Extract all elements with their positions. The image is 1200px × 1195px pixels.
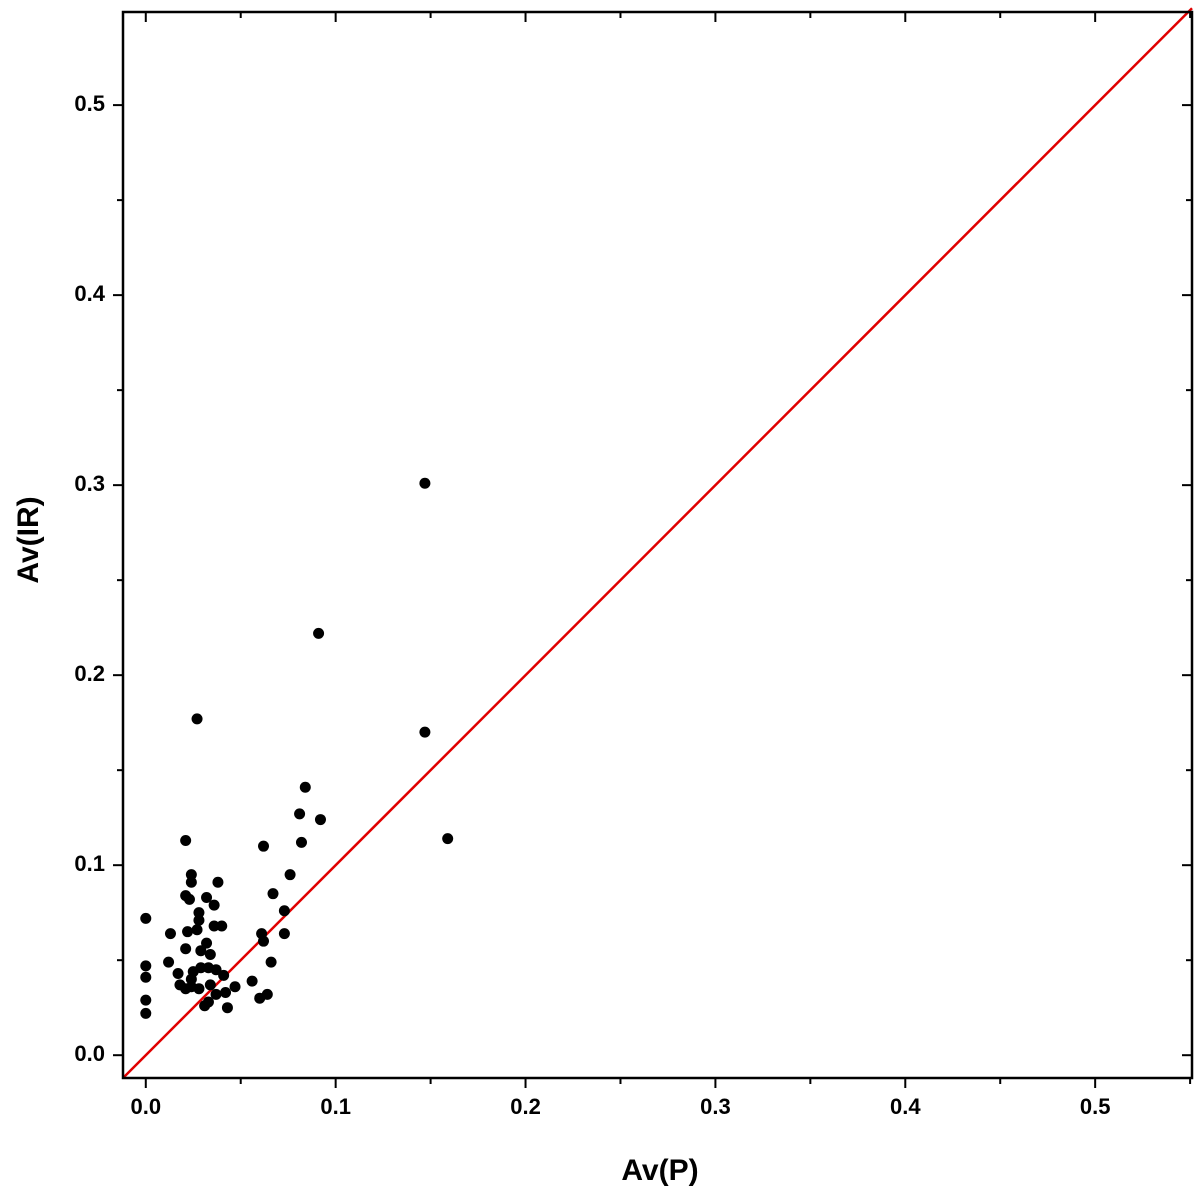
x-tick-label: 0.2 xyxy=(510,1094,541,1119)
point xyxy=(218,969,230,981)
point xyxy=(201,937,213,949)
point xyxy=(182,926,194,938)
point xyxy=(258,840,270,852)
point xyxy=(140,960,152,972)
x-tick-label: 0.0 xyxy=(130,1094,161,1119)
point xyxy=(294,808,306,820)
point xyxy=(201,891,213,903)
point xyxy=(265,956,277,968)
point xyxy=(185,876,197,888)
point xyxy=(221,1002,233,1014)
point xyxy=(208,899,220,911)
x-tick-label: 0.4 xyxy=(890,1094,921,1119)
point xyxy=(267,888,279,900)
y-tick-label: 0.4 xyxy=(74,281,105,306)
point xyxy=(193,914,205,926)
point xyxy=(183,893,195,905)
point xyxy=(258,935,270,947)
point xyxy=(212,876,224,888)
x-tick-label: 0.5 xyxy=(1080,1094,1111,1119)
point xyxy=(140,971,152,983)
reference-line xyxy=(122,7,1193,1079)
x-axis-label: Av(P) xyxy=(621,1154,698,1187)
point xyxy=(185,973,197,985)
point xyxy=(220,986,232,998)
point xyxy=(185,869,197,881)
point xyxy=(278,928,290,940)
plot-frame xyxy=(121,10,1194,1080)
point xyxy=(299,781,311,793)
point xyxy=(204,948,216,960)
point xyxy=(140,994,152,1006)
point xyxy=(210,988,222,1000)
point xyxy=(204,979,216,991)
point xyxy=(191,924,203,936)
point xyxy=(246,975,258,987)
point xyxy=(140,1007,152,1019)
point xyxy=(254,992,266,1004)
point xyxy=(208,920,220,932)
point xyxy=(195,945,207,957)
y-tick-label: 0.5 xyxy=(74,91,105,116)
point xyxy=(185,981,197,993)
point xyxy=(278,905,290,917)
point xyxy=(314,814,326,826)
point xyxy=(193,907,205,919)
point xyxy=(419,726,431,738)
y-tick-label: 0.1 xyxy=(74,851,105,876)
point xyxy=(191,713,203,725)
point xyxy=(284,869,296,881)
y-axis-label: Av(IR) xyxy=(12,496,45,583)
y-tick-label: 0.3 xyxy=(74,471,105,496)
y-tick-label: 0.0 xyxy=(74,1041,105,1066)
point xyxy=(163,956,175,968)
point xyxy=(216,920,228,932)
point xyxy=(313,627,325,639)
x-tick-label: 0.3 xyxy=(700,1094,731,1119)
point xyxy=(140,912,152,924)
point xyxy=(419,477,431,489)
point xyxy=(202,996,214,1008)
point xyxy=(229,981,241,993)
point xyxy=(442,833,454,845)
x-tick-label: 0.1 xyxy=(320,1094,351,1119)
point xyxy=(164,928,176,940)
point xyxy=(295,836,307,848)
point xyxy=(180,834,192,846)
point xyxy=(172,967,184,979)
y-tick-label: 0.2 xyxy=(74,661,105,686)
point xyxy=(180,943,192,955)
point xyxy=(210,964,222,976)
